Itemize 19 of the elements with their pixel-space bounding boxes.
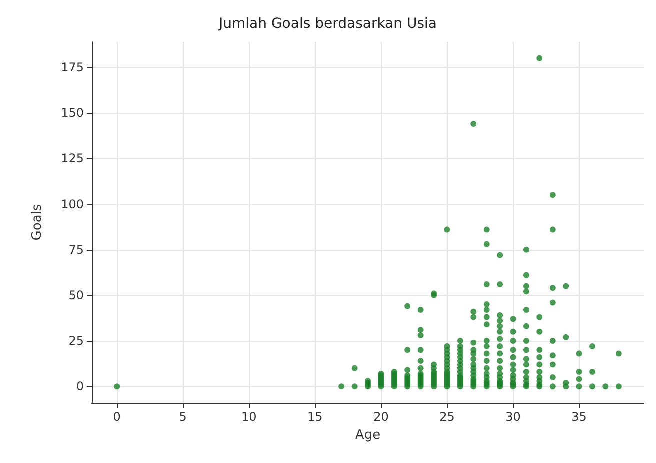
x-axis-title: Age xyxy=(355,428,381,443)
x-tick-label: 30 xyxy=(506,410,521,424)
y-tick-label: 0 xyxy=(76,380,84,394)
x-tick-label: 35 xyxy=(572,410,587,424)
y-tick-label: 175 xyxy=(61,60,84,75)
y-axis-title: Goals xyxy=(30,204,45,241)
y-tick-label: 25 xyxy=(68,334,84,348)
x-tick-label: 5 xyxy=(179,410,187,424)
x-tick-label: 10 xyxy=(242,410,257,424)
chart-title: Jumlah Goals berdasarkan Usia xyxy=(218,16,437,32)
x-tick-label: 15 xyxy=(308,410,323,424)
x-tick-label: 20 xyxy=(374,410,389,424)
y-tick-label: 125 xyxy=(61,152,84,166)
y-tick-label: 75 xyxy=(68,242,84,257)
y-tick-label: 150 xyxy=(61,106,84,120)
y-tick-label: 100 xyxy=(61,197,84,212)
x-tick-label: 0 xyxy=(113,410,121,424)
y-tick-label: 50 xyxy=(68,288,84,302)
x-tick-label: 25 xyxy=(440,410,455,424)
